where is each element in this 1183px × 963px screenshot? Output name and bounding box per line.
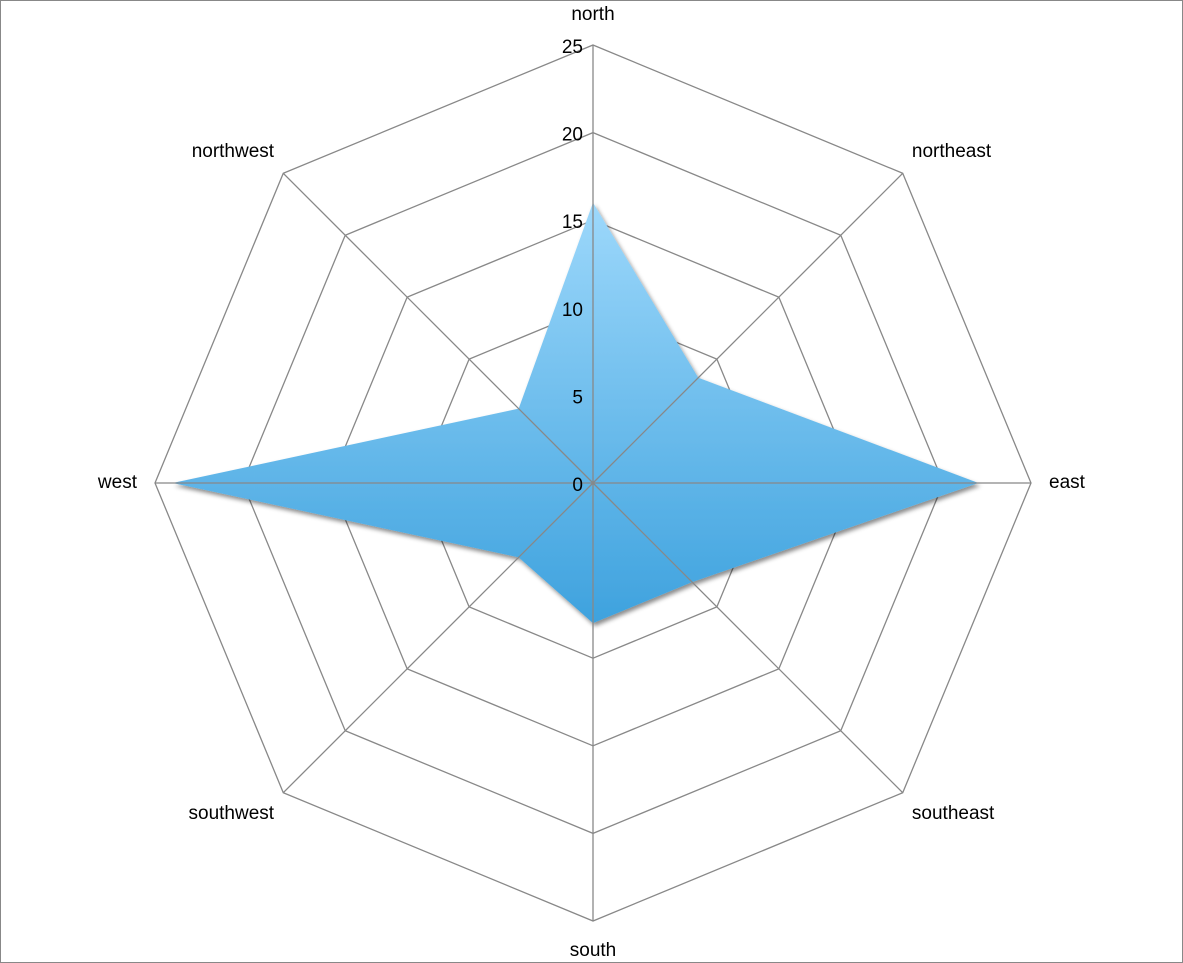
axis-spoke [592,172,904,484]
r-tick-label: 20 [562,125,583,146]
r-tick-label: 5 [572,387,583,408]
category-label: north [571,4,614,25]
category-label: northwest [192,141,275,162]
r-tick-label: 15 [562,212,583,233]
category-label: southwest [189,803,275,824]
r-tick-label: 25 [562,37,583,58]
category-label: south [570,940,616,961]
axis-spoke [282,172,594,484]
category-label: northeast [912,141,992,162]
radar-area [172,202,979,624]
category-label: west [97,472,138,493]
category-label: southeast [912,803,995,824]
category-label: east [1049,472,1086,493]
axis-spoke [592,482,904,794]
axis-spoke [282,482,594,794]
r-tick-label: 10 [562,300,583,321]
r-tick-label: 0 [572,475,583,496]
